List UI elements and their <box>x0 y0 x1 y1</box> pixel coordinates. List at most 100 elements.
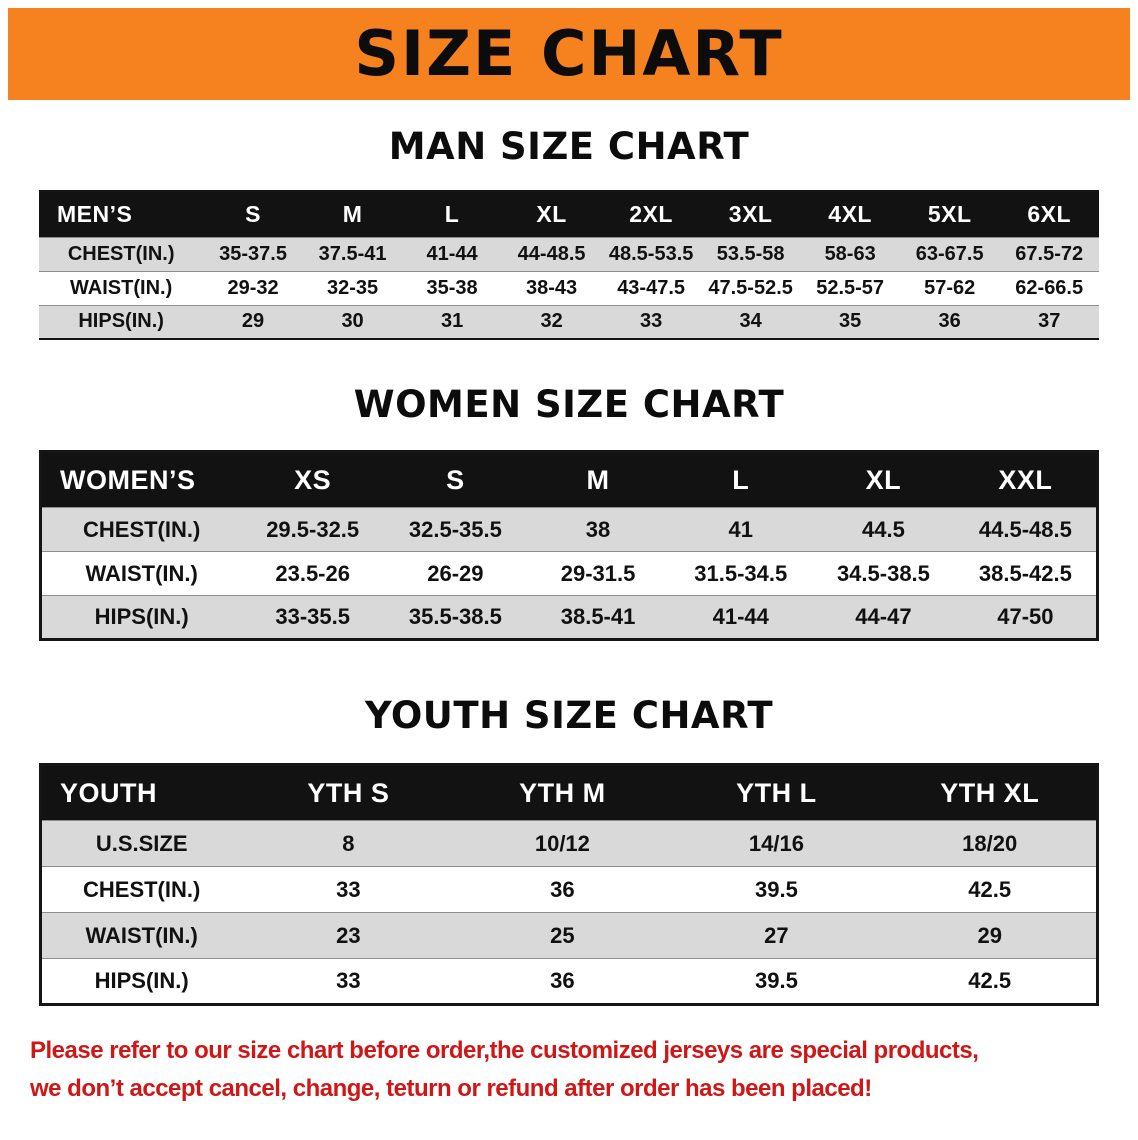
size-header-cell: S <box>446 464 465 495</box>
women-size-section: WOMEN SIZE CHART WOMEN’S XS S M L XL XXL CHEST(… <box>0 382 1138 641</box>
size-value-cell: 63-67.5 <box>915 242 984 265</box>
size-value-cell: 62-66.5 <box>1015 276 1084 299</box>
size-value-cell: 30 <box>341 310 364 333</box>
size-value-cell: 37.5-41 <box>318 242 387 265</box>
size-value-cell: 38-43 <box>526 276 578 299</box>
size-value-cell: 25 <box>550 922 575 948</box>
size-header-cell: L <box>732 464 750 495</box>
size-value-cell: 47-50 <box>997 604 1054 629</box>
measurement-row: WAIST(IN.) 29-32 32-35 35-38 38-43 43-47.5 47.… <box>39 271 1099 305</box>
measurement-row: HIPS(IN.) 29 30 31 32 33 34 35 36 37 <box>39 305 1099 339</box>
men-size-table: MEN’S S M L XL 2XL 3XL 4XL 5XL 6XL CHEST(IN.) 35-37… <box>39 190 1099 340</box>
size-value-cell: 29 <box>241 310 265 333</box>
size-value-cell: 57-62 <box>924 276 976 299</box>
size-value-cell: 44-48.5 <box>517 242 586 265</box>
table-title-cell: YOUTH <box>60 777 157 808</box>
size-value-cell: 35-37.5 <box>219 242 287 265</box>
size-value-cell: 34 <box>739 310 762 333</box>
size-value-cell: 44-47 <box>855 604 912 629</box>
size-value-cell: 41-44 <box>712 604 769 629</box>
size-value-cell: 26-29 <box>427 560 484 586</box>
size-value-cell: 29-31.5 <box>560 560 636 586</box>
size-value-cell: 48.5-53.5 <box>608 242 694 265</box>
row-label-cell: HIPS(IN.) <box>94 604 189 629</box>
size-value-cell: 58-63 <box>824 242 876 265</box>
size-value-cell: 39.5 <box>754 876 798 902</box>
size-header-cell: XXL <box>998 464 1053 495</box>
size-value-cell: 47.5-52.5 <box>708 276 793 299</box>
youth-section-heading: YOUTH SIZE CHART <box>364 694 774 737</box>
measurement-row: HIPS(IN.) 33 36 39.5 42.5 <box>40 958 1098 1005</box>
measurement-row: CHEST(IN.) 33 36 39.5 42.5 <box>40 866 1098 913</box>
measurement-row: WAIST(IN.) 23 25 27 29 <box>40 912 1098 959</box>
row-label-cell: WAIST(IN.) <box>70 276 173 299</box>
disclaimer-line-1: Please refer to our size chart before or… <box>30 1037 979 1064</box>
size-value-cell: 41 <box>728 516 753 542</box>
disclaimer-line-2: we don’t accept cancel, change, teturn o… <box>30 1075 872 1102</box>
youth-size-section: YOUTH SIZE CHART YOUTH YTH S YTH M YTH L YTH… <box>0 693 1138 1006</box>
table-header-row: MEN’S S M L XL 2XL 3XL 4XL 5XL 6XL <box>39 191 1099 237</box>
row-label-cell: CHEST(IN.) <box>83 876 201 902</box>
size-value-cell: 34.5-38.5 <box>836 560 930 586</box>
size-header-cell: YTH L <box>736 777 817 808</box>
size-value-cell: 33 <box>639 310 663 333</box>
size-header-cell: 2XL <box>629 200 673 227</box>
size-value-cell: 14/16 <box>748 830 804 856</box>
size-header-cell: 5XL <box>927 200 972 227</box>
disclaimer: Please refer to our size chart before or… <box>30 1032 1108 1108</box>
size-value-cell: 8 <box>342 830 355 856</box>
table-header-row: YOUTH YTH S YTH M YTH L YTH XL <box>40 764 1098 821</box>
row-label-cell: HIPS(IN.) <box>94 968 189 993</box>
size-header-cell: XS <box>294 464 332 495</box>
size-value-cell: 31.5-34.5 <box>694 560 788 586</box>
size-value-cell: 23 <box>336 922 361 948</box>
size-value-cell: 43-47.5 <box>617 276 686 299</box>
size-value-cell: 33 <box>336 968 361 993</box>
size-header-cell: 3XL <box>728 200 773 227</box>
size-value-cell: 35.5-38.5 <box>408 604 502 629</box>
size-value-cell: 35-38 <box>426 276 478 299</box>
men-size-section: MAN SIZE CHART MEN’S S M L XL 2XL 3XL 4XL 5XL 6XL… <box>0 124 1138 340</box>
size-header-cell: YTH M <box>519 777 606 808</box>
size-value-cell: 18/20 <box>962 830 1018 856</box>
size-chart-page: SIZE CHART MAN SIZE CHART MEN’S S M L XL 2XL 3… <box>0 8 1138 1140</box>
measurement-row: CHEST(IN.) 35-37.5 37.5-41 41-44 44-48.5 48.5… <box>39 237 1099 271</box>
size-value-cell: 29.5-32.5 <box>266 516 360 542</box>
size-value-cell: 38 <box>585 516 611 542</box>
size-value-cell: 27 <box>764 922 789 948</box>
table-header-row: WOMEN’S XS S M L XL XXL <box>40 451 1098 508</box>
size-value-cell: 42.5 <box>968 968 1012 993</box>
size-header-cell: XL <box>865 464 902 495</box>
size-value-cell: 33 <box>336 876 361 902</box>
size-header-cell: 6XL <box>1027 200 1072 227</box>
size-value-cell: 36 <box>938 310 961 333</box>
size-value-cell: 41-44 <box>426 242 478 265</box>
size-header-cell: 4XL <box>828 200 872 227</box>
size-header-cell: S <box>245 200 261 227</box>
size-value-cell: 67.5-72 <box>1015 242 1084 265</box>
size-value-cell: 37 <box>1038 310 1061 333</box>
women-size-table: WOMEN’S XS S M L XL XXL CHEST(IN.) 29.5-32.5 32.5… <box>39 450 1099 641</box>
row-label-cell: HIPS(IN.) <box>78 310 164 333</box>
size-value-cell: 35 <box>839 310 862 333</box>
size-value-cell: 31 <box>440 310 464 333</box>
measurement-row: CHEST(IN.) 29.5-32.5 32.5-35.5 38 41 44.5 44.5… <box>40 507 1098 552</box>
table-title-cell: WOMEN’S <box>60 464 196 495</box>
size-value-cell: 42.5 <box>968 876 1012 902</box>
size-value-cell: 36 <box>550 968 575 993</box>
size-chart-banner: SIZE CHART <box>8 8 1130 100</box>
size-value-cell: 10/12 <box>534 830 590 856</box>
size-value-cell: 53.5-58 <box>716 242 785 265</box>
row-label-cell: U.S.SIZE <box>95 830 188 856</box>
size-value-cell: 23.5-26 <box>275 560 350 586</box>
size-value-cell: 32-35 <box>326 276 379 299</box>
size-value-cell: 29 <box>977 922 1002 948</box>
row-label-cell: WAIST(IN.) <box>85 560 198 586</box>
measurement-row: HIPS(IN.) 33-35.5 35.5-38.5 38.5-41 41-44 44-… <box>40 595 1098 640</box>
size-value-cell: 44.5 <box>862 516 905 542</box>
size-value-cell: 39.5 <box>754 968 798 993</box>
size-value-cell: 33-35.5 <box>275 604 350 629</box>
size-value-cell: 29-32 <box>227 276 279 299</box>
size-header-cell: L <box>444 200 460 227</box>
size-value-cell: 32.5-35.5 <box>408 516 502 542</box>
